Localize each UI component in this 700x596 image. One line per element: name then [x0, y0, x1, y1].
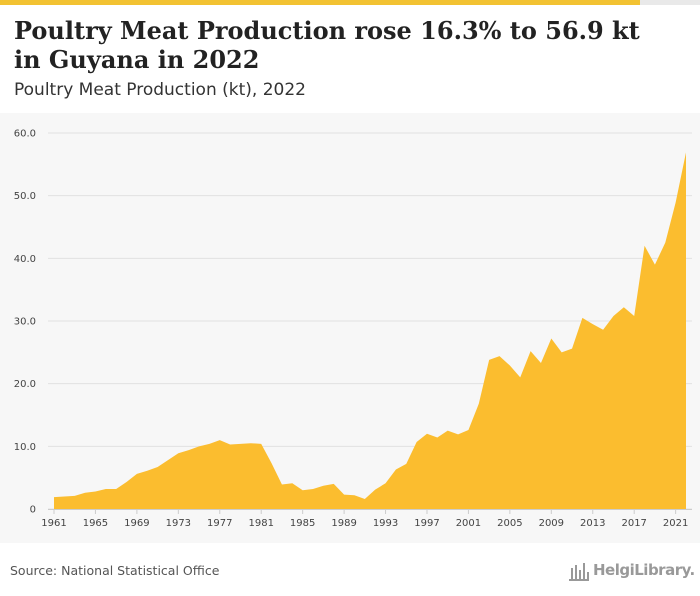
y-tick-label: 60.0	[14, 129, 36, 140]
area-chart: 0 10.0 20.0 30.0 40.0 50.0 60.0 1961 1965 1969 197…	[14, 129, 692, 529]
y-tick-label: 20.0	[14, 379, 36, 390]
chart-subtitle: Poultry Meat Production (kt), 2022	[14, 80, 306, 100]
top-accent-bar-yellow	[0, 0, 640, 5]
x-tick-label: 1997	[414, 518, 439, 529]
x-tick-label: 2009	[539, 518, 564, 529]
x-tick-label: 1985	[290, 518, 315, 529]
helgilibrary-logo[interactable]: HelgiLibrary.	[568, 558, 695, 584]
x-tick-label: 2013	[580, 518, 605, 529]
x-tick-label: 2017	[621, 518, 646, 529]
logo-text: HelgiLibrary.	[593, 561, 695, 579]
x-tick-label: 1961	[41, 518, 66, 529]
top-accent-bar-grey	[640, 0, 700, 5]
x-tick-label: 1965	[83, 518, 108, 529]
x-tick-label: 2021	[663, 518, 688, 529]
source-note: Source: National Statistical Office	[10, 563, 220, 578]
y-tick-label: 10.0	[14, 442, 36, 453]
x-tick-label: 1993	[373, 518, 398, 529]
page-title: Poultry Meat Production rose 16.3% to 56…	[14, 16, 640, 74]
x-tick-label: 2005	[497, 518, 522, 529]
x-tick-label: 1977	[207, 518, 232, 529]
top-accent-bar	[0, 0, 700, 5]
y-tick-label: 50.0	[14, 191, 36, 202]
y-tick-label: 30.0	[14, 317, 36, 328]
x-tick-label: 1989	[331, 518, 356, 529]
x-tick-label: 1973	[166, 518, 191, 529]
library-building-icon	[569, 563, 589, 581]
series-area-poultry-meat-production	[54, 152, 686, 509]
x-tick-label: 1981	[248, 518, 273, 529]
x-tick-label: 2001	[456, 518, 481, 529]
x-tick-label: 1969	[124, 518, 149, 529]
y-tick-label: 40.0	[14, 254, 36, 265]
y-tick-label: 0	[30, 505, 36, 516]
